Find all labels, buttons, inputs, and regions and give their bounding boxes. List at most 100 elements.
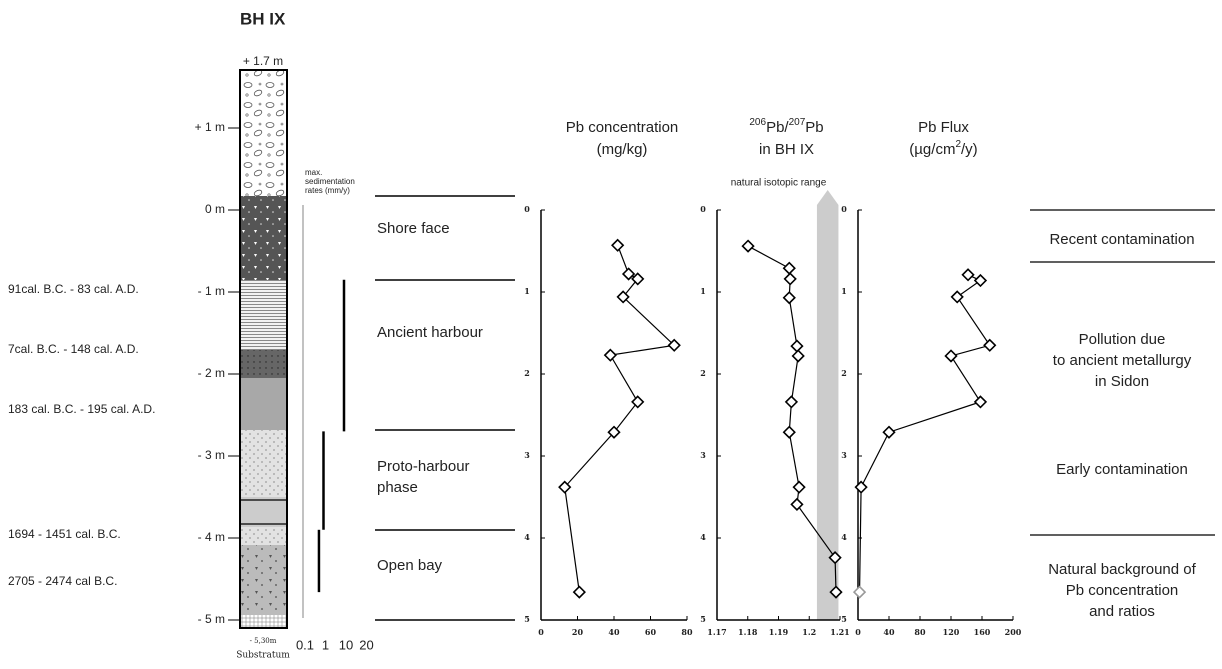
- unit-label: phase: [377, 479, 418, 496]
- title-superscript: 2: [955, 139, 961, 150]
- data-point: [791, 349, 805, 363]
- y-tick-label: 3: [524, 450, 530, 460]
- chart-title: in BH IX: [759, 141, 814, 158]
- data-point: [973, 395, 988, 409]
- x-tick-label: 1.19: [769, 627, 789, 637]
- data-point: [854, 480, 868, 494]
- y-tick-label: 1: [841, 286, 847, 296]
- y-tick-label: 4: [524, 532, 530, 542]
- depth-label: - 3 m: [198, 448, 225, 462]
- y-tick-label: 0: [700, 204, 706, 214]
- layer-pebbles: [240, 70, 287, 196]
- date-label: 183 cal. B.C. - 195 cal. A.D.: [8, 402, 155, 416]
- data-point: [741, 239, 755, 253]
- data-point: [631, 395, 645, 409]
- data-point: [973, 273, 988, 288]
- layer-dark-dotted: [240, 350, 287, 378]
- data-point: [572, 585, 586, 599]
- depth-label: + 1 m: [195, 120, 225, 134]
- depth-label: - 2 m: [198, 366, 225, 380]
- data-point: [944, 349, 958, 363]
- core-bottom-label: - 5,30m: [250, 637, 277, 645]
- layer-sand: [240, 430, 287, 497]
- x-tick-label: 1.2: [802, 627, 816, 637]
- column-outline: [239, 69, 288, 629]
- title-text: Pb/: [766, 119, 789, 136]
- profile-line: [564, 245, 676, 593]
- sedimentation-tick-label: 10: [339, 637, 353, 652]
- y-tick-label: 0: [841, 204, 847, 214]
- data-point: [621, 267, 636, 281]
- interpretation-label: Pollution due: [1079, 331, 1166, 348]
- date-label: 1694 - 1451 cal. B.C.: [8, 527, 121, 541]
- sedimentation-tick-label: 0.1: [296, 637, 314, 652]
- depth-label: 0 m: [205, 202, 225, 216]
- title-text: Pb: [805, 119, 823, 136]
- interpretation-label: Pb concentration: [1066, 582, 1179, 599]
- y-tick-label: 3: [841, 450, 847, 460]
- data-point: [829, 585, 843, 599]
- natural-range-label: natural isotopic range: [731, 178, 827, 189]
- chart-title: Pb Flux: [918, 119, 969, 136]
- x-tick-label: 120: [943, 627, 960, 637]
- natural-range-band: [816, 190, 839, 620]
- data-point: [790, 497, 804, 512]
- y-tick-label: 0: [524, 204, 530, 214]
- data-point: [667, 338, 681, 352]
- title-text: in BH IX: [759, 141, 814, 158]
- x-tick-label: 40: [883, 627, 895, 637]
- depth-label: - 5 m: [198, 612, 225, 626]
- y-tick-label: 5: [700, 614, 706, 624]
- layer-laminated: [240, 280, 287, 350]
- x-tick-label: 40: [608, 627, 620, 637]
- title-text: /y): [961, 141, 978, 158]
- sedimentation-label: sedimentation: [305, 177, 355, 186]
- data-point: [631, 272, 645, 286]
- data-point: [882, 425, 896, 439]
- sedimentation-label: max.: [305, 168, 322, 177]
- sedimentation-tick-label: 20: [359, 637, 373, 652]
- data-point: [782, 291, 796, 305]
- unit-label: Ancient harbour: [377, 324, 483, 341]
- unit-label: Proto-harbour: [377, 458, 470, 475]
- data-point: [961, 268, 975, 282]
- x-tick-label: 1.18: [738, 627, 758, 637]
- interpretation-label: to ancient metallurgy: [1053, 352, 1192, 369]
- layer-gray: [240, 378, 287, 430]
- y-tick-label: 2: [524, 368, 530, 378]
- y-tick-label: 4: [700, 532, 706, 542]
- title-text: Pb Flux: [918, 119, 969, 136]
- data-point: [784, 395, 799, 409]
- y-tick-label: 3: [700, 450, 706, 460]
- figure-title: BH IX: [240, 9, 286, 28]
- chart-title: 206Pb/207Pb: [749, 117, 823, 136]
- data-point: [852, 585, 867, 599]
- layer-sand: [240, 527, 287, 545]
- data-point: [782, 425, 796, 439]
- interpretation-label: Early contamination: [1056, 461, 1188, 478]
- x-tick-label: 60: [645, 627, 657, 637]
- data-point: [603, 348, 617, 362]
- title-superscript: 206: [749, 117, 766, 128]
- data-point: [782, 261, 796, 275]
- interpretation-label: Recent contamination: [1049, 231, 1194, 248]
- layer-band: [240, 497, 287, 527]
- layer-dark: [240, 196, 287, 280]
- data-point: [792, 480, 806, 494]
- date-label: 7cal. B.C. - 148 cal. A.D.: [8, 342, 139, 356]
- data-point: [611, 238, 625, 252]
- data-point: [783, 272, 797, 286]
- y-tick-label: 5: [524, 614, 530, 624]
- y-tick-label: 1: [524, 286, 530, 296]
- title-text: Pb concentration: [566, 119, 679, 136]
- interpretation-label: Natural background of: [1048, 561, 1196, 578]
- title-superscript: 207: [789, 117, 806, 128]
- sedimentation-tick-label: 1: [322, 637, 329, 652]
- profile-line: [858, 274, 991, 593]
- data-point: [983, 338, 997, 352]
- y-tick-label: 1: [700, 286, 706, 296]
- interpretation-label: in Sidon: [1095, 373, 1149, 390]
- data-point: [558, 480, 572, 494]
- interpretation-label: and ratios: [1089, 603, 1155, 620]
